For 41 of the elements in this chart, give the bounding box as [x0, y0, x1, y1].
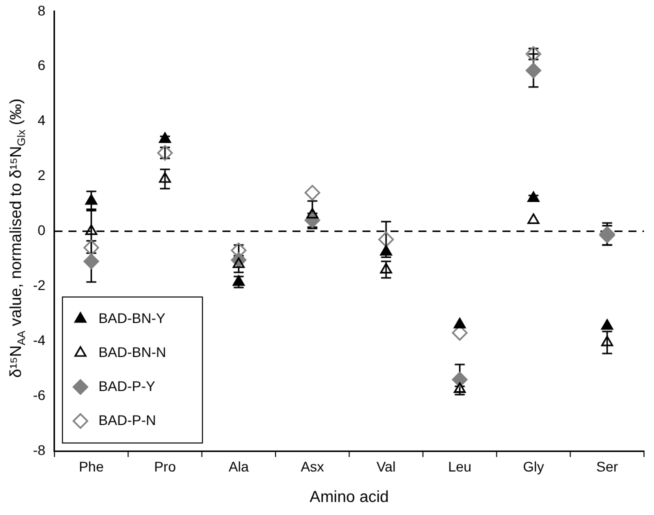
x-tick-label: Asx: [300, 458, 324, 474]
legend-label: BAD-P-Y: [98, 378, 156, 394]
y-tick-label: 4: [38, 112, 46, 128]
point: [526, 62, 542, 78]
point: [378, 232, 394, 248]
x-axis-title: Amino acid: [310, 488, 389, 506]
x-tick-label: Gly: [522, 458, 544, 474]
x-tick-label: Ala: [228, 458, 250, 474]
point: [306, 208, 318, 219]
y-tick-label: -4: [32, 332, 46, 348]
legend-label: BAD-P-N: [98, 412, 156, 428]
point: [85, 194, 98, 205]
point: [380, 245, 392, 256]
x-tick-label: Val: [376, 458, 396, 474]
x-tick-label: Ser: [596, 458, 618, 474]
x-tick-label: Pro: [154, 458, 176, 474]
y-tick-label: 6: [38, 57, 46, 74]
point: [83, 254, 100, 270]
point: [158, 132, 171, 143]
point: [83, 240, 100, 256]
y-tick-label: 8: [38, 2, 46, 18]
point: [527, 213, 540, 224]
x-tick-label: Phe: [78, 458, 104, 474]
point: [232, 275, 245, 286]
legend-label: BAD-BN-Y: [98, 310, 166, 326]
point: [380, 262, 392, 274]
point: [527, 191, 540, 202]
y-tick-label: -2: [32, 277, 46, 294]
y-tick-label: 2: [38, 167, 46, 184]
point: [452, 372, 468, 388]
legend-label: BAD-BN-N: [98, 344, 166, 360]
y-tick-label: -8: [32, 442, 46, 458]
point: [85, 224, 98, 235]
y-tick-label: -6: [32, 386, 46, 403]
point: [304, 184, 320, 201]
point: [158, 172, 171, 183]
y-tick-label: 0: [38, 222, 46, 238]
x-tick-label: Leu: [448, 458, 472, 474]
point: [601, 319, 614, 330]
point: [601, 336, 614, 346]
point: [454, 318, 466, 328]
